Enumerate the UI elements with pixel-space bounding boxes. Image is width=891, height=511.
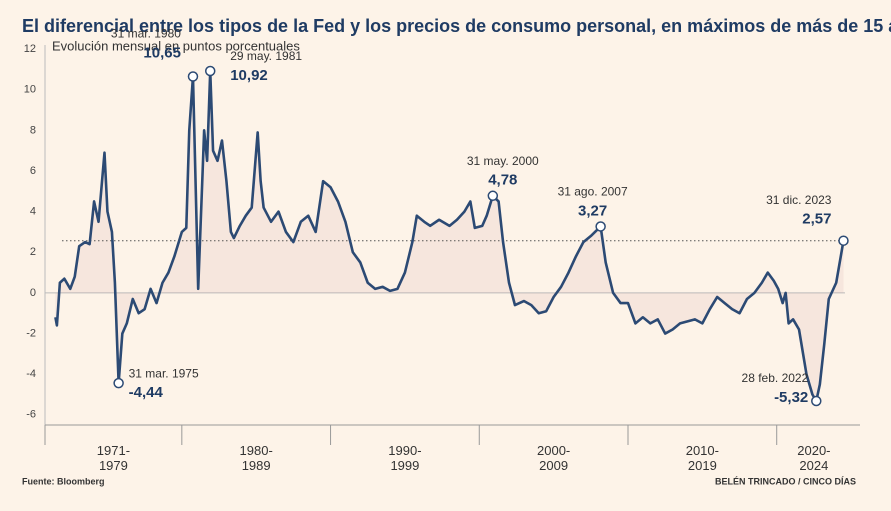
annotation-value: 10,65 — [143, 44, 181, 61]
annotation-point — [487, 190, 499, 202]
annotation-date: 31 ago. 2007 — [558, 185, 628, 199]
chart-title: El diferencial entre los tipos de la Fed… — [22, 16, 891, 36]
y-tick-label: -4 — [26, 368, 36, 380]
y-tick-label: -6 — [26, 409, 36, 421]
annotation-value: -4,44 — [129, 384, 164, 401]
annotation-date: 31 may. 2000 — [467, 154, 539, 168]
annotation-date: 28 feb. 2022 — [742, 371, 809, 385]
y-tick-label: 6 — [30, 165, 36, 177]
annotation-value: 10,92 — [230, 67, 268, 84]
annotation-date: 31 dic. 2023 — [766, 193, 832, 207]
credit: BELÉN TRINCADO / CINCO DÍAS — [715, 476, 856, 486]
source: Fuente: Bloomberg — [22, 476, 105, 486]
annotation-point — [838, 235, 849, 246]
x-band-label: 1990-1999 — [388, 443, 422, 473]
x-band-label: 2020-2024 — [797, 443, 831, 473]
annotation-value: -5,32 — [774, 389, 808, 406]
line — [54, 69, 845, 403]
annotation-date: 31 mar. 1975 — [129, 366, 199, 380]
annotation-value: 2,57 — [802, 211, 831, 228]
y-tick-label: 10 — [24, 84, 36, 96]
y-tick-label: 0 — [30, 287, 36, 299]
x-band-label: 1971-1979 — [96, 443, 131, 473]
annotation-point — [113, 377, 124, 389]
area — [55, 71, 844, 402]
y-tick-label: 12 — [24, 43, 36, 55]
x-band-label: 2000-2009 — [537, 443, 571, 473]
x-band-label: 2010-2019 — [685, 443, 719, 473]
annotation-point — [187, 71, 199, 82]
annotation-value: 3,27 — [578, 202, 607, 219]
annotation-date: 31 mar. 1980 — [111, 27, 181, 41]
annotation-value: 4,78 — [488, 172, 517, 189]
x-band-label: 1980-1989 — [239, 443, 273, 473]
y-tick-label: 4 — [30, 206, 36, 218]
subtitle: Evolución mensual en puntos porcentuales — [52, 38, 300, 53]
y-tick-label: -2 — [26, 327, 36, 339]
annotation-point — [811, 395, 822, 407]
annotation-point — [595, 221, 606, 232]
y-tick-label: 8 — [30, 124, 36, 136]
annotation-point — [204, 65, 216, 77]
annotation-date: 29 may. 1981 — [230, 49, 302, 63]
y-tick-label: 2 — [30, 246, 36, 258]
